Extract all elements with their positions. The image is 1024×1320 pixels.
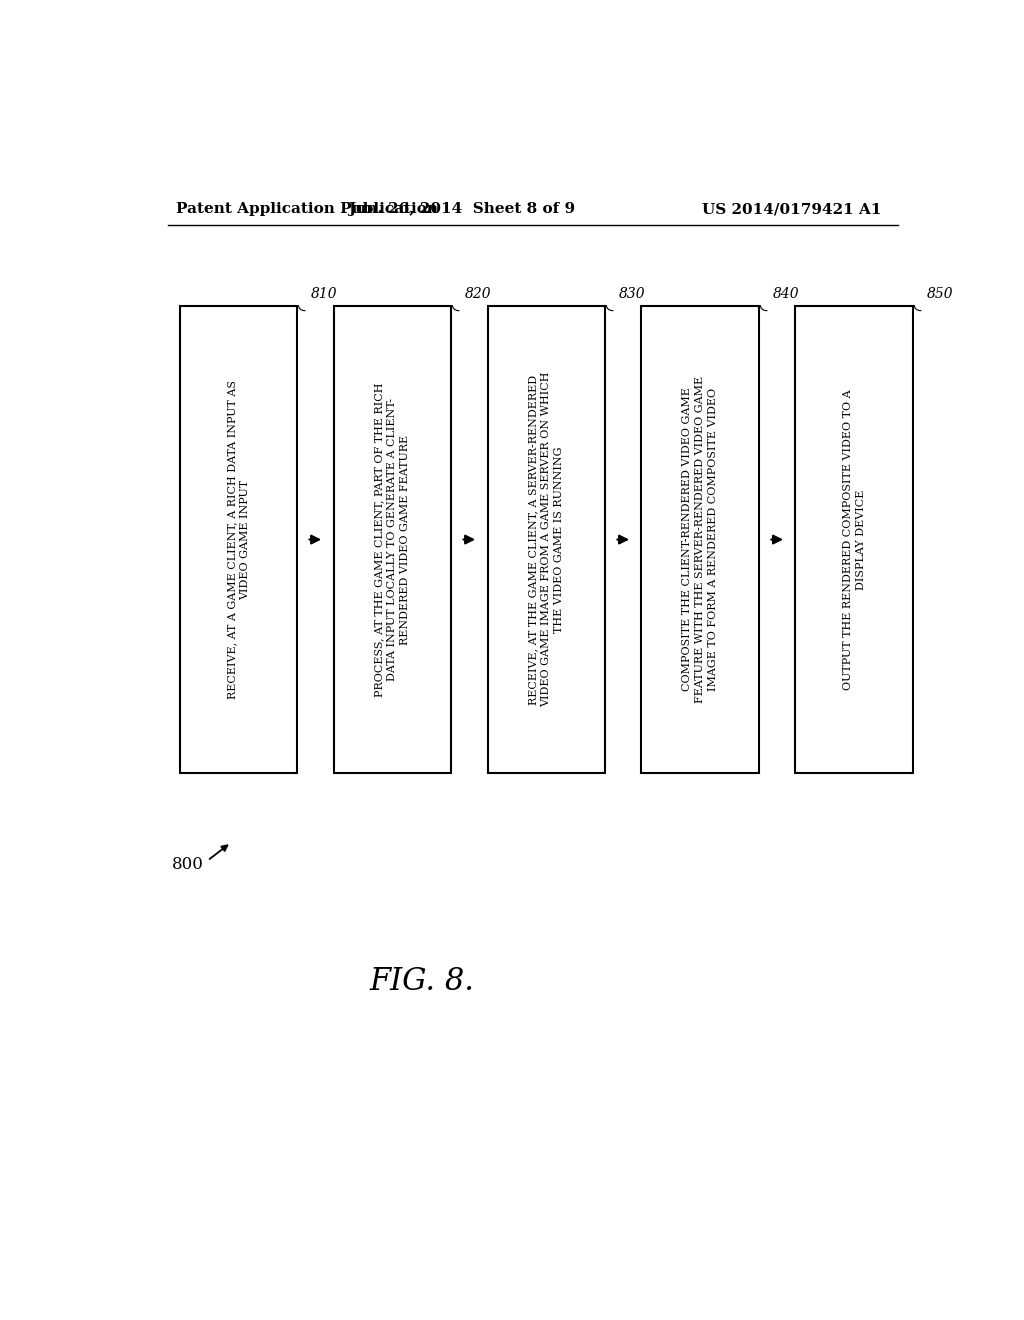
Text: 810: 810: [310, 286, 337, 301]
Text: US 2014/0179421 A1: US 2014/0179421 A1: [702, 202, 882, 216]
Text: 830: 830: [618, 286, 645, 301]
Text: Jun. 26, 2014  Sheet 8 of 9: Jun. 26, 2014 Sheet 8 of 9: [348, 202, 574, 216]
Text: FIG. 8.: FIG. 8.: [369, 966, 474, 997]
Text: PROCESS, AT THE GAME CLIENT, PART OF THE RICH
DATA INPUT LOCALLY TO GENERATE A C: PROCESS, AT THE GAME CLIENT, PART OF THE…: [375, 383, 410, 697]
Text: 850: 850: [927, 286, 953, 301]
Text: 840: 840: [772, 286, 799, 301]
Text: RECEIVE, AT A GAME CLIENT, A RICH DATA INPUT AS
VIDEO GAME INPUT: RECEIVE, AT A GAME CLIENT, A RICH DATA I…: [227, 380, 250, 700]
Text: OUTPUT THE RENDERED COMPOSITE VIDEO TO A
DISPLAY DEVICE: OUTPUT THE RENDERED COMPOSITE VIDEO TO A…: [843, 389, 865, 690]
Text: Patent Application Publication: Patent Application Publication: [176, 202, 437, 216]
Bar: [641, 306, 759, 774]
Text: 820: 820: [465, 286, 492, 301]
Text: 800: 800: [171, 857, 204, 874]
Text: COMPOSITE THE CLIENT-RENDERED VIDEO GAME
FEATURE WITH THE SERVER-RENDERED VIDEO : COMPOSITE THE CLIENT-RENDERED VIDEO GAME…: [682, 376, 718, 704]
Bar: [334, 306, 451, 774]
Bar: [796, 306, 912, 774]
Bar: [179, 306, 297, 774]
Bar: [487, 306, 605, 774]
Text: RECEIVE, AT THE GAME CLIENT, A SERVER-RENDERED
VIDEO GAME IMAGE FROM A GAME SERV: RECEIVE, AT THE GAME CLIENT, A SERVER-RE…: [528, 372, 564, 708]
